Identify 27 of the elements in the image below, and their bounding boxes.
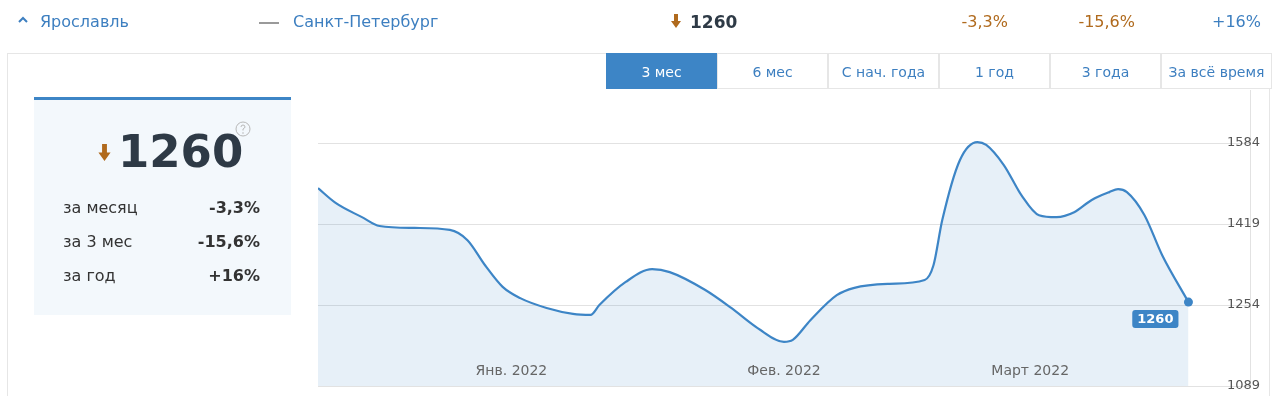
text: Санкт-Петербург [293,12,439,31]
text: 6 мес [717,53,828,89]
x-tick-label: Янв. 2022 [475,361,548,378]
text: -15,6% [1078,12,1135,31]
y-tick-label: 1089 [1226,377,1260,393]
text: С нач. года [828,53,939,89]
x-tick-label: Фев. 2022 [747,361,821,378]
text: 3 мес [606,53,717,89]
text: За всё время [1161,53,1272,89]
text: 1 год [939,53,1050,89]
y-tick-label: 1584 [1226,134,1260,150]
text: за год [63,266,116,285]
text: -3,3% [208,198,260,217]
text: 1260 [118,125,244,178]
text: за 3 мес [63,232,133,251]
text: -15,6% [197,232,260,251]
y-tick-label: 1419 [1226,215,1260,231]
text: +16% [208,266,260,285]
x-tick-label: Март 2022 [991,361,1070,378]
y-tick-label: 1254 [1226,296,1260,312]
text: -3,3% [961,12,1008,31]
text: 1260 [690,12,738,32]
text: за месяц [63,198,138,217]
text: +16% [1212,12,1261,31]
text: Ярославль [40,12,129,31]
data-label: 1260 [1137,311,1174,327]
text: 3 года [1050,53,1161,89]
